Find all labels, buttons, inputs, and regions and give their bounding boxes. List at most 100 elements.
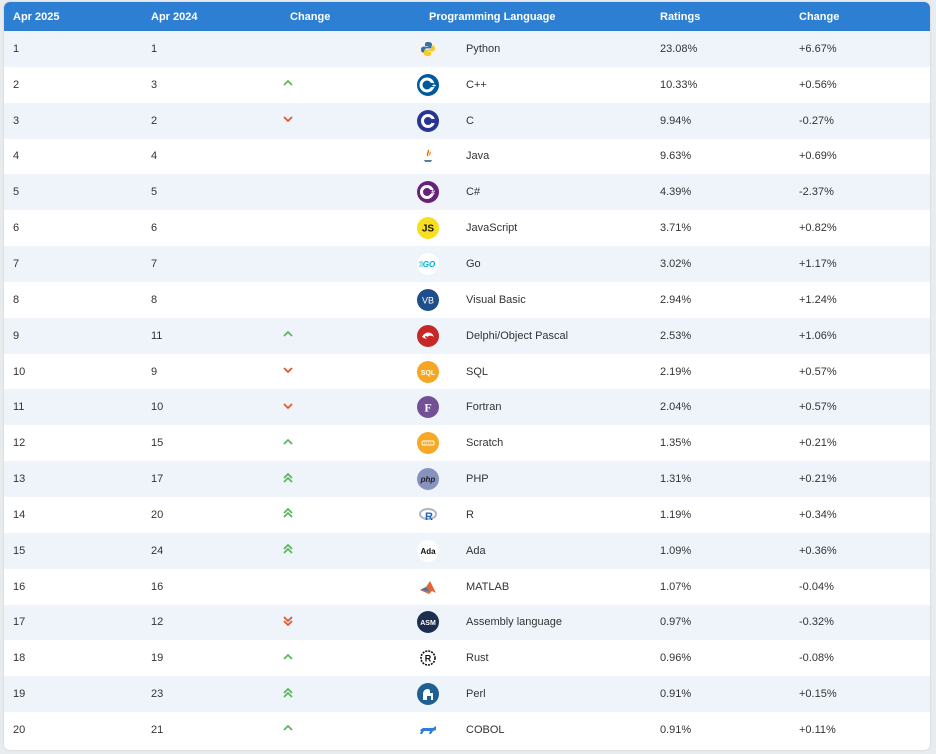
rank-previous: 24 — [151, 544, 164, 557]
down-arrow-icon — [282, 113, 294, 128]
language-link[interactable]: Visual Basic — [466, 293, 526, 306]
rating-value: 2.19% — [660, 365, 692, 378]
table-row: 12 15 Scratch 1.35% +0.21% — [4, 425, 930, 462]
php-icon: php — [417, 468, 439, 491]
trend-cell — [281, 31, 420, 67]
trend-cell — [281, 533, 420, 569]
rank-current: 1 — [13, 42, 20, 55]
language-logo-cell: SQL — [417, 354, 466, 390]
rank-current: 2 — [13, 78, 20, 91]
language-link[interactable]: SQL — [466, 365, 489, 378]
rank-current: 12 — [13, 437, 26, 450]
svg-text:R: R — [425, 511, 433, 523]
header-ratings[interactable]: Ratings — [660, 10, 701, 23]
rank-current: 9 — [13, 329, 20, 342]
language-link[interactable]: Ada — [466, 544, 486, 557]
up-arrow-icon — [282, 722, 294, 737]
rank-current: 15 — [13, 544, 26, 557]
rating-change: +0.21% — [799, 437, 837, 450]
trend-cell — [281, 174, 420, 210]
header-rank-current[interactable]: Apr 2025 — [13, 10, 60, 23]
rank-current: 14 — [13, 508, 26, 521]
rating-value: 2.94% — [660, 293, 692, 306]
ranking-table: Apr 2025 Apr 2024 Change Programming Lan… — [4, 2, 930, 748]
trend-cell — [281, 318, 420, 354]
language-logo-cell: R — [417, 640, 466, 676]
table-row: 5 5 # C# 4.39% -2.37% — [4, 174, 930, 211]
table-row: 10 9 SQL SQL 2.19% +0.57% — [4, 353, 930, 390]
rank-previous: 1 — [151, 42, 158, 55]
svg-text:ASM: ASM — [420, 620, 436, 627]
language-link[interactable]: JavaScript — [466, 222, 518, 235]
table-row: 8 8 VB Visual Basic 2.94% +1.24% — [4, 281, 930, 318]
language-link[interactable]: R — [466, 508, 474, 521]
scratch-icon — [417, 432, 439, 455]
rank-previous: 7 — [151, 257, 158, 270]
up-arrow-icon — [282, 77, 294, 92]
language-link[interactable]: C# — [466, 186, 481, 199]
go-icon: GO — [417, 252, 439, 275]
rating-change: -0.04% — [799, 580, 834, 593]
language-link[interactable]: C — [466, 114, 474, 127]
assembly-icon: ASM — [417, 611, 439, 634]
rating-change: -0.27% — [799, 114, 834, 127]
trend-cell — [281, 712, 420, 748]
rank-previous: 5 — [151, 186, 158, 199]
language-link[interactable]: C++ — [466, 78, 487, 91]
language-link[interactable]: Fortran — [466, 401, 502, 414]
rank-previous: 17 — [151, 473, 164, 486]
trend-cell — [281, 640, 420, 676]
trend-cell — [281, 389, 420, 425]
delphi-icon — [417, 324, 439, 347]
rank-previous: 19 — [151, 652, 164, 665]
language-logo-cell: ASM — [417, 605, 466, 641]
header-rating-change[interactable]: Change — [799, 10, 840, 23]
language-link[interactable]: Delphi/Object Pascal — [466, 329, 569, 342]
table-row: 16 16 MATLAB 1.07% -0.04% — [4, 568, 930, 605]
rust-icon: R — [417, 647, 439, 670]
rank-previous: 4 — [151, 150, 158, 163]
language-link[interactable]: PHP — [466, 473, 489, 486]
table-body: 1 1 Python 23.08% +6.67% 2 3 + C++ 10.33% +0.56% 3 2… — [4, 31, 930, 748]
ada-icon: Ada — [417, 539, 439, 562]
language-logo-cell: F — [417, 389, 466, 425]
header-rank-previous[interactable]: Apr 2024 — [151, 10, 198, 23]
language-logo-cell — [417, 318, 466, 354]
svg-text:Ada: Ada — [420, 547, 436, 556]
table-row: 3 2 C 9.94% -0.27% — [4, 102, 930, 139]
rank-previous: 10 — [151, 401, 164, 414]
rank-current: 10 — [13, 365, 26, 378]
rank-previous: 20 — [151, 508, 164, 521]
language-link[interactable]: Assembly language — [466, 616, 563, 629]
table-row: 20 21 COBOL 0.91% +0.11% — [4, 712, 930, 748]
rank-current: 11 — [13, 401, 25, 414]
header-change-trend[interactable]: Change — [290, 10, 331, 23]
language-link[interactable]: Python — [466, 42, 501, 55]
rating-value: 3.02% — [660, 257, 692, 270]
language-logo-cell: R — [417, 497, 466, 533]
rating-value: 0.91% — [660, 688, 692, 701]
table-row: 2 3 + C++ 10.33% +0.56% — [4, 66, 930, 103]
down-arrow-icon — [282, 364, 294, 379]
rating-change: +0.69% — [799, 150, 837, 163]
language-logo-cell — [417, 676, 466, 712]
language-link[interactable]: Go — [466, 257, 481, 270]
rating-change: +6.67% — [799, 42, 837, 55]
language-link[interactable]: Perl — [466, 688, 486, 701]
language-logo-cell — [417, 712, 466, 748]
table-row: 15 24 Ada Ada 1.09% +0.36% — [4, 532, 930, 569]
rating-value: 2.53% — [660, 329, 692, 342]
double-down-arrow-icon — [282, 615, 294, 630]
language-link[interactable]: Java — [466, 150, 490, 163]
up-arrow-icon — [282, 436, 294, 451]
language-link[interactable]: COBOL — [466, 723, 505, 736]
language-link[interactable]: MATLAB — [466, 580, 510, 593]
rank-current: 4 — [13, 150, 20, 163]
language-link[interactable]: Scratch — [466, 437, 504, 450]
language-link[interactable]: Rust — [466, 652, 489, 665]
header-language[interactable]: Programming Language — [429, 10, 556, 23]
svg-text:#: # — [431, 190, 435, 197]
up-arrow-icon — [282, 328, 294, 343]
rank-previous: 9 — [151, 365, 158, 378]
rating-change: +1.17% — [799, 257, 837, 270]
